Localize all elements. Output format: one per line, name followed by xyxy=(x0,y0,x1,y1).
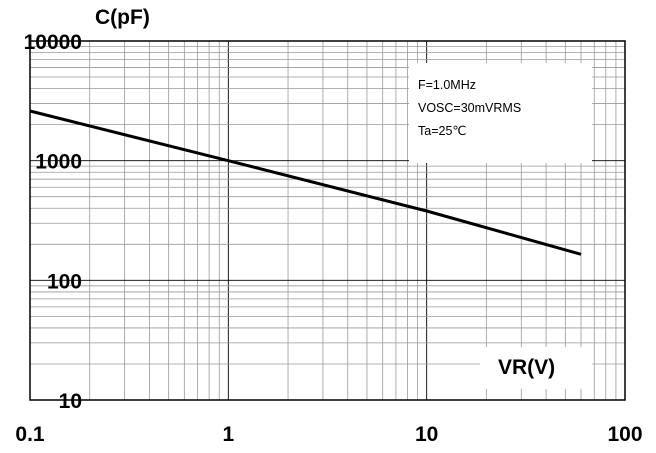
annotation-oscillation: VOSC=30mVRMS xyxy=(418,101,521,115)
x-tick-label: 0.1 xyxy=(15,423,45,446)
x-tick-label: 1 xyxy=(222,423,234,446)
annotation-frequency: F=1.0MHz xyxy=(418,78,476,92)
y-tick-label: 10 xyxy=(59,390,82,413)
x-tick-label: 10 xyxy=(415,423,438,446)
annotation-temperature: Ta=25℃ xyxy=(418,124,466,138)
x-axis-title-box xyxy=(480,347,592,389)
y-tick-label: 1000 xyxy=(35,151,82,174)
y-tick-label: 10000 xyxy=(24,31,82,54)
y-tick-label: 100 xyxy=(47,270,82,293)
tick-labels: 0.1 1 10 100 10 100 1000 10000 xyxy=(15,31,642,446)
plot-frame xyxy=(29,40,626,401)
x-axis-title: VR(V) xyxy=(498,356,555,379)
x-tick-label: 100 xyxy=(607,423,642,446)
y-axis-title: C(pF) xyxy=(95,6,150,29)
capacitance-curve xyxy=(29,109,582,256)
annotation-box xyxy=(409,63,592,163)
label-boxes xyxy=(409,63,592,389)
series-layer xyxy=(29,109,582,256)
